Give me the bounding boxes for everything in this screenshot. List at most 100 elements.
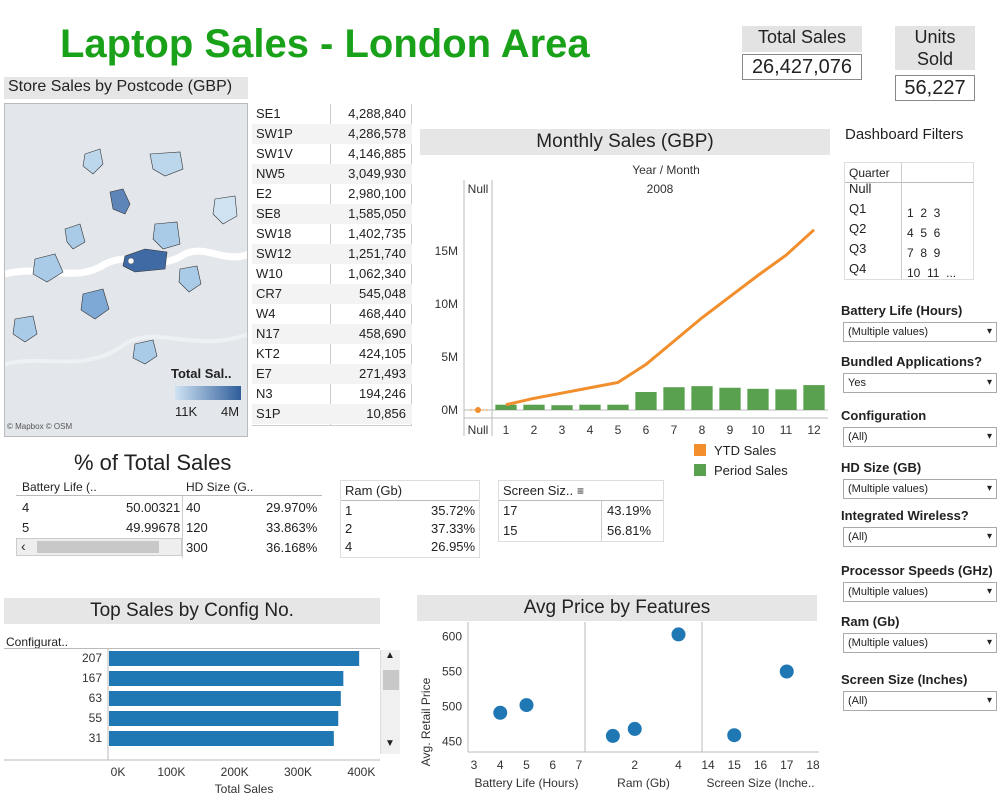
table-row[interactable]: SW18 1,402,735 [252, 224, 412, 244]
monthly-y-tick: 5M [441, 350, 458, 364]
screen-header[interactable]: Screen Siz.. [503, 481, 573, 501]
monthly-header-null: Null [468, 182, 489, 196]
horizontal-scrollbar[interactable]: ‹ [16, 538, 182, 556]
store-map[interactable]: Total Sal.. 11K 4M © Mapbox © OSM [4, 103, 248, 437]
monthly-y-tick: 10M [435, 297, 458, 311]
period-sales-bar[interactable] [579, 405, 600, 410]
table-row[interactable]: S1P 10,856 [252, 404, 412, 424]
table-row[interactable]: SE8 1,585,050 [252, 204, 412, 224]
table-row[interactable]: KT2 424,105 [252, 344, 412, 364]
battery-header[interactable]: Battery Life (.. [22, 478, 97, 496]
monthly-x-tick: 11 [780, 423, 793, 437]
filter-dropdown[interactable]: (All) ▾ [843, 527, 997, 547]
postcode-label: SE8 [256, 204, 281, 224]
ytd-sales-line[interactable] [506, 230, 814, 405]
scatter-point[interactable] [493, 706, 507, 720]
config-x-tick: 300K [284, 765, 312, 779]
table-row[interactable]: N3 194,246 [252, 384, 412, 404]
table-row[interactable]: NW5 3,049,930 [252, 164, 412, 184]
sort-icon[interactable]: ≡ [577, 481, 584, 501]
quarter-months[interactable]: 4 5 6 [907, 223, 940, 243]
scrollbar-thumb[interactable] [37, 541, 159, 553]
filter-dropdown[interactable]: (Multiple values) ▾ [843, 582, 997, 602]
period-sales-bar[interactable] [803, 385, 824, 410]
chevron-down-icon[interactable]: ▾ [987, 323, 992, 341]
top-sales-chart[interactable]: 207 167 63 55 31 0K 100K 200K 300K 400K Total Sale… [4, 648, 404, 803]
table-row[interactable]: SW1V 4,146,885 [252, 144, 412, 164]
scatter-point[interactable] [606, 729, 620, 743]
period-sales-bar[interactable] [523, 405, 544, 410]
table-row[interactable]: SW12 1,251,740 [252, 244, 412, 264]
quarter-label[interactable]: Q1 [849, 199, 866, 219]
vertical-scrollbar[interactable]: ▲ ▼ [380, 650, 400, 754]
period-sales-bar[interactable] [495, 405, 516, 410]
scatter-point[interactable] [628, 722, 642, 736]
chevron-down-icon[interactable]: ▾ [987, 528, 992, 546]
period-sales-bar[interactable] [719, 388, 740, 410]
period-sales-bar[interactable] [607, 405, 628, 410]
quarter-label[interactable]: Q3 [849, 239, 866, 259]
table-row[interactable]: N17 458,690 [252, 324, 412, 344]
period-sales-bar[interactable] [635, 392, 656, 410]
period-sales-bar[interactable] [775, 389, 796, 410]
table-row[interactable]: W4 468,440 [252, 304, 412, 324]
filter-dropdown[interactable]: Yes ▾ [843, 373, 997, 393]
table-row[interactable]: E7 271,493 [252, 364, 412, 384]
quarter-months[interactable]: 7 8 9 [907, 243, 940, 263]
hd-header[interactable]: HD Size (G.. [186, 478, 253, 496]
scatter-point[interactable] [780, 665, 794, 679]
scatter-point[interactable] [727, 728, 741, 742]
period-sales-bar[interactable] [663, 387, 684, 410]
map-legend-gradient [175, 386, 241, 400]
pct-ram-table: Ram (Gb) 1 35.72% 2 37.33% 4 26.95% [340, 480, 480, 558]
chevron-down-icon[interactable]: ▾ [987, 692, 992, 710]
scrollbar-thumb[interactable] [383, 670, 399, 690]
scatter-point[interactable] [672, 627, 686, 641]
chevron-down-icon[interactable]: ▾ [987, 583, 992, 601]
table-row[interactable]: W10 1,062,340 [252, 264, 412, 284]
filter-dropdown[interactable]: (All) ▾ [843, 691, 997, 711]
config-label: 31 [89, 731, 103, 745]
scatter-x-tick: 3 [471, 758, 478, 772]
postcode-value: 3,049,930 [348, 164, 406, 184]
config-bar[interactable] [109, 691, 341, 706]
period-sales-bar[interactable] [747, 389, 768, 410]
filter-dropdown[interactable]: (Multiple values) ▾ [843, 633, 997, 653]
table-row[interactable]: SE1 4,288,840 [252, 104, 412, 124]
table-row[interactable]: CR7 545,048 [252, 284, 412, 304]
quarter-filter[interactable]: Quarter Null Q1 1 2 3 Q2 4 5 6 Q3 7 8 9 Q4 10 11… [844, 162, 974, 280]
chevron-down-icon[interactable]: ▾ [987, 374, 992, 392]
scroll-left-icon[interactable]: ‹ [21, 538, 26, 554]
filter-dropdown[interactable]: (Multiple values) ▾ [843, 322, 997, 342]
period-sales-bar[interactable] [551, 405, 572, 410]
config-bar[interactable] [109, 731, 334, 746]
quarter-months[interactable]: 1 2 3 [907, 203, 940, 223]
quarter-months[interactable]: 10 11 ... [907, 263, 956, 283]
scroll-up-icon[interactable]: ▲ [385, 650, 395, 661]
period-sales-bar[interactable] [691, 386, 712, 410]
quarter-label[interactable]: Q4 [849, 259, 866, 279]
config-bar[interactable] [109, 671, 343, 686]
filter-dropdown[interactable]: (Multiple values) ▾ [843, 479, 997, 499]
postcode-value: 194,246 [359, 384, 406, 404]
table-row[interactable]: E2 2,980,100 [252, 184, 412, 204]
ram-header[interactable]: Ram (Gb) [345, 481, 402, 501]
scroll-down-icon[interactable]: ▼ [385, 738, 395, 749]
chevron-down-icon[interactable]: ▾ [987, 480, 992, 498]
units-label-line1: Units [895, 26, 975, 48]
table-row[interactable]: SW1P 4,286,578 [252, 124, 412, 144]
filter-label: Battery Life (Hours) [841, 303, 962, 318]
monthly-sales-chart[interactable]: Year / Month Null 2008 0M 5M 10M 15M Null 1 2 3 4 5 6… [420, 158, 830, 440]
filter-dropdown[interactable]: (All) ▾ [843, 427, 997, 447]
units-label-line2: Sold [895, 48, 975, 70]
postcode-label: SW1P [256, 124, 293, 144]
chevron-down-icon[interactable]: ▾ [987, 634, 992, 652]
config-bar[interactable] [109, 651, 359, 666]
config-x-tick: 100K [157, 765, 185, 779]
quarter-label[interactable]: Q2 [849, 219, 866, 239]
avg-price-chart[interactable]: Avg. Retail Price 450 500 550 600 3 4 5 6 7 Batter… [412, 622, 820, 804]
quarter-label[interactable]: Null [849, 179, 871, 199]
config-bar[interactable] [109, 711, 338, 726]
scatter-point[interactable] [520, 698, 534, 712]
chevron-down-icon[interactable]: ▾ [987, 428, 992, 446]
